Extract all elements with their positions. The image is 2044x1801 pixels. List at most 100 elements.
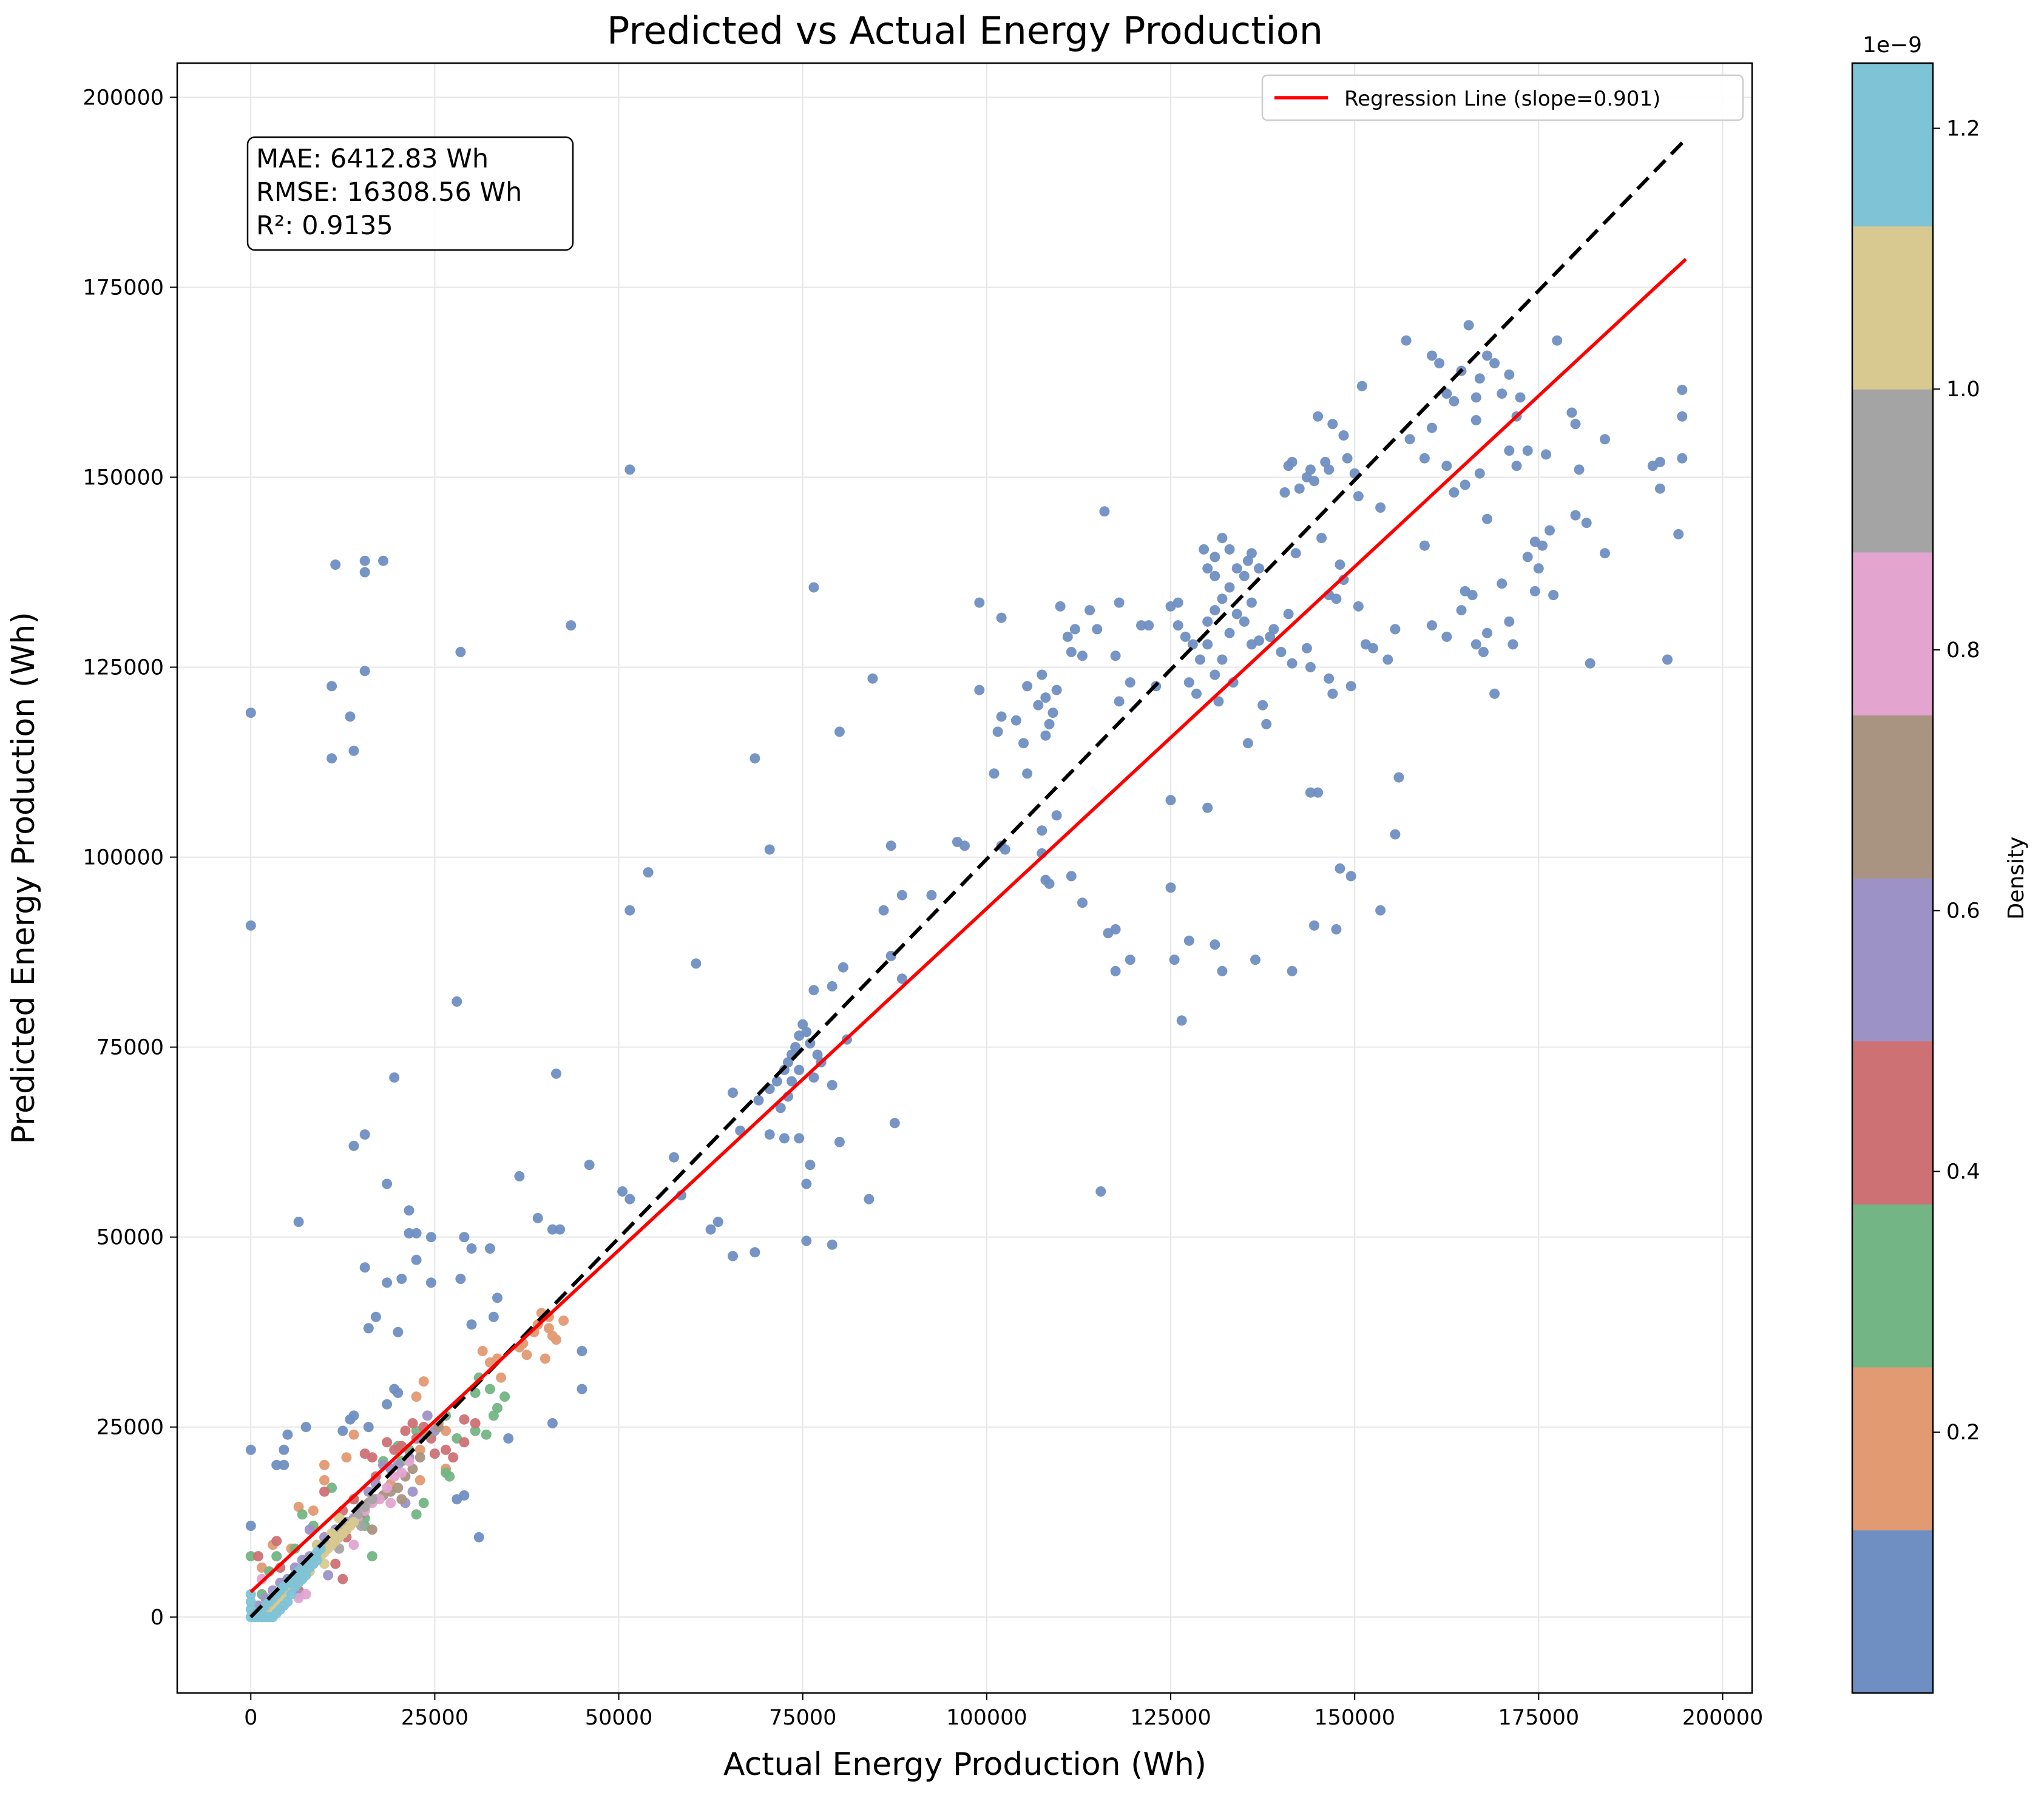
scatter-point: [252, 1551, 263, 1562]
scatter-points: [245, 320, 1688, 1623]
scatter-point: [1195, 654, 1205, 665]
scatter-point: [459, 1414, 470, 1425]
scatter-point: [1345, 681, 1356, 692]
scatter-point: [1114, 696, 1125, 707]
regression-line: [249, 258, 1687, 1593]
scatter-point: [577, 1346, 587, 1356]
scatter-point: [348, 1140, 359, 1151]
scatter-point: [367, 1551, 377, 1562]
scatter-point: [297, 1509, 308, 1520]
scatter-point: [415, 1452, 425, 1463]
legend: Regression Line (slope=0.901): [1261, 74, 1744, 121]
scatter-point: [1217, 593, 1228, 604]
scatter-point: [1040, 730, 1051, 741]
scatter-point: [834, 1137, 845, 1147]
scatter-point: [271, 1459, 282, 1470]
scatter-point: [382, 1482, 393, 1493]
reference-lines: [249, 138, 1688, 1618]
y-tick-label: 75000: [96, 1036, 164, 1060]
scatter-point: [1044, 718, 1055, 729]
scatter-point: [1239, 570, 1250, 581]
scatter-point: [1574, 464, 1585, 475]
scatter-point: [470, 1425, 481, 1436]
scatter-point: [293, 1217, 304, 1228]
scatter-point: [551, 1334, 561, 1345]
scatter-point: [808, 582, 819, 593]
scatter-point: [1022, 768, 1033, 779]
scatter-point: [481, 1429, 492, 1440]
scatter-point: [1353, 491, 1364, 502]
colorbar-tick-label: 0.8: [1946, 638, 1980, 663]
scatter-point: [1335, 559, 1345, 570]
scatter-point: [1313, 411, 1324, 422]
scatter-point: [1010, 715, 1021, 726]
colorbar-tick-label: 1.0: [1946, 377, 1980, 402]
scatter-point: [488, 1311, 499, 1322]
scatter-point: [378, 555, 388, 566]
y-tick-label: 0: [151, 1606, 164, 1630]
scatter-point: [1482, 627, 1492, 638]
scatter-point: [1419, 540, 1430, 551]
scatter-point: [1456, 605, 1467, 616]
scatter-point: [382, 1178, 393, 1189]
x-tick-label: 100000: [946, 1706, 1027, 1730]
scatter-point: [245, 1444, 256, 1455]
scatter-point: [896, 890, 907, 901]
scatter-point: [330, 1558, 341, 1569]
scatter-point: [1419, 453, 1430, 464]
scatter-point: [1522, 552, 1533, 563]
scatter-point: [1368, 643, 1378, 654]
scatter-point: [547, 1418, 558, 1428]
scatter-point: [1552, 335, 1563, 346]
scatter-point: [359, 666, 370, 677]
scatter-point: [1276, 647, 1287, 657]
scatter-point: [566, 620, 577, 631]
scatter-point: [477, 1346, 488, 1356]
scatter-point: [1327, 688, 1338, 699]
y-tick-label: 100000: [83, 846, 164, 870]
scatter-point: [827, 981, 838, 992]
scatter-point: [878, 905, 889, 916]
scatter-point: [415, 1444, 425, 1455]
scatter-point: [385, 1498, 396, 1509]
scatter-point: [1246, 548, 1257, 559]
colorbar-segment: [1852, 1367, 1933, 1530]
scatter-point: [1441, 388, 1452, 399]
colorbar-label: Density: [2004, 837, 2029, 920]
scatter-point: [404, 1228, 415, 1238]
scatter-point: [1511, 461, 1522, 471]
scatter-point: [245, 708, 256, 718]
scatter-point: [411, 1228, 422, 1238]
scatter-point: [279, 1459, 289, 1470]
scatter-point: [992, 726, 1003, 737]
scatter-point: [1677, 453, 1688, 464]
scatter-point: [1474, 373, 1485, 384]
scatter-point: [1600, 434, 1610, 445]
scatter-point: [728, 1087, 738, 1098]
legend-regression-label: Regression Line (slope=0.901): [1344, 87, 1660, 111]
scatter-point: [974, 684, 985, 695]
colorbar: 0.2 0.4 0.6 0.8 1.0 1.2 1e−9 Density: [1851, 33, 2029, 1694]
x-axis-ticks: 0 25000 50000 75000 100000 125000 150000 175000…: [244, 1693, 1763, 1730]
colorbar-segment: [1852, 552, 1933, 715]
scatter-point: [764, 844, 775, 855]
scatter-point: [1393, 772, 1404, 783]
scatter-point: [407, 1486, 418, 1497]
scatter-point: [452, 996, 462, 1007]
scatter-point: [838, 962, 848, 973]
scatter-point: [422, 1410, 433, 1421]
scatter-point: [348, 745, 359, 756]
scatter-point: [279, 1444, 289, 1455]
scatter-point: [1085, 605, 1095, 616]
scatter-point: [827, 1080, 838, 1090]
scatter-point: [300, 1422, 311, 1433]
scatter-point: [400, 1425, 411, 1436]
scatter-point: [1470, 639, 1481, 650]
scatter-point: [382, 1399, 393, 1410]
x-axis-label: Actual Energy Production (Wh): [723, 1746, 1206, 1783]
scatter-point: [787, 1076, 797, 1087]
scatter-point: [1242, 738, 1253, 749]
scatter-point: [282, 1429, 293, 1440]
scatter-point: [1169, 955, 1180, 965]
scatter-point: [327, 753, 337, 764]
